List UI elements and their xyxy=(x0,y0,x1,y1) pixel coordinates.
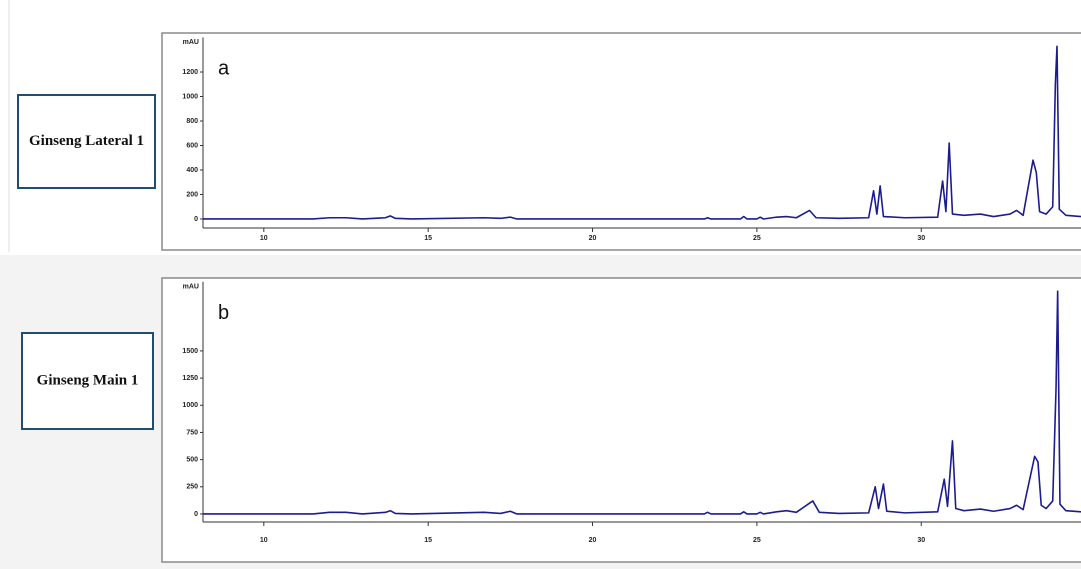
x-tick-label: 15 xyxy=(424,235,432,242)
x-tick-label: 30 xyxy=(917,235,925,242)
y-tick-label: 250 xyxy=(186,484,198,491)
y-tick-label: 600 xyxy=(186,142,198,149)
x-tick-label: 15 xyxy=(424,537,432,544)
panel-label: Ginseng Main 1 xyxy=(37,372,139,388)
x-tick-label: 10 xyxy=(260,537,268,544)
label-box xyxy=(17,94,156,189)
label-box xyxy=(21,332,154,430)
y-tick-label: 1000 xyxy=(182,93,198,100)
y-tick-label: 1000 xyxy=(182,402,198,409)
panel-annotation: a xyxy=(218,58,230,80)
y-tick-label: 500 xyxy=(186,456,198,463)
x-tick-label: 10 xyxy=(260,235,268,242)
x-tick-label: 20 xyxy=(589,235,597,242)
y-axis-label: mAU xyxy=(183,39,199,46)
y-tick-label: 1500 xyxy=(182,348,198,355)
y-tick-label: 1250 xyxy=(182,375,198,382)
x-tick-label: 30 xyxy=(917,537,925,544)
plot-frame xyxy=(161,277,1081,563)
y-tick-label: 0 xyxy=(194,511,198,518)
panel-label: Ginseng Lateral 1 xyxy=(29,133,144,149)
x-tick-label: 25 xyxy=(753,235,761,242)
y-tick-label: 750 xyxy=(186,429,198,436)
y-tick-label: 200 xyxy=(186,191,198,198)
panel-annotation: b xyxy=(218,302,229,324)
y-tick-label: 1200 xyxy=(182,69,198,76)
y-tick-label: 0 xyxy=(194,216,198,223)
plot-frame xyxy=(161,32,1081,251)
x-tick-label: 20 xyxy=(589,537,597,544)
chromatogram-line xyxy=(203,45,1081,220)
chromatogram-line xyxy=(203,290,1081,515)
y-tick-label: 800 xyxy=(186,118,198,125)
x-tick-label: 25 xyxy=(753,537,761,544)
y-tick-label: 400 xyxy=(186,167,198,174)
y-axis-label: mAU xyxy=(183,284,199,291)
